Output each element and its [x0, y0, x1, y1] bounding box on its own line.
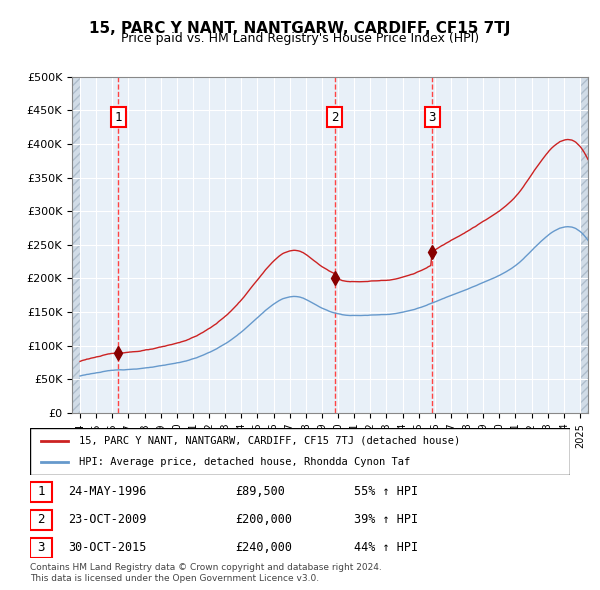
Text: 15, PARC Y NANT, NANTGARW, CARDIFF, CF15 7TJ: 15, PARC Y NANT, NANTGARW, CARDIFF, CF15… [89, 21, 511, 35]
Text: 44% ↑ HPI: 44% ↑ HPI [354, 541, 418, 554]
Text: 1: 1 [115, 110, 122, 123]
FancyBboxPatch shape [30, 537, 52, 558]
Text: 15, PARC Y NANT, NANTGARW, CARDIFF, CF15 7TJ (detached house): 15, PARC Y NANT, NANTGARW, CARDIFF, CF15… [79, 436, 460, 446]
Text: Price paid vs. HM Land Registry's House Price Index (HPI): Price paid vs. HM Land Registry's House … [121, 32, 479, 45]
Text: £240,000: £240,000 [235, 541, 292, 554]
Text: £89,500: £89,500 [235, 486, 285, 499]
Text: HPI: Average price, detached house, Rhondda Cynon Taf: HPI: Average price, detached house, Rhon… [79, 457, 410, 467]
Text: 23-OCT-2009: 23-OCT-2009 [68, 513, 146, 526]
Bar [72, 77, 80, 413]
Bar [580, 77, 588, 413]
Text: 30-OCT-2015: 30-OCT-2015 [68, 541, 146, 554]
Text: £200,000: £200,000 [235, 513, 292, 526]
Text: 2: 2 [37, 513, 44, 526]
Text: 3: 3 [37, 541, 44, 554]
FancyBboxPatch shape [30, 428, 570, 475]
Text: 55% ↑ HPI: 55% ↑ HPI [354, 486, 418, 499]
FancyBboxPatch shape [30, 482, 52, 502]
Text: 1: 1 [37, 486, 44, 499]
Text: 24-MAY-1996: 24-MAY-1996 [68, 486, 146, 499]
Text: 3: 3 [428, 110, 436, 123]
FancyBboxPatch shape [30, 510, 52, 530]
Text: 39% ↑ HPI: 39% ↑ HPI [354, 513, 418, 526]
Text: 2: 2 [331, 110, 339, 123]
Text: Contains HM Land Registry data © Crown copyright and database right 2024.
This d: Contains HM Land Registry data © Crown c… [30, 563, 382, 583]
